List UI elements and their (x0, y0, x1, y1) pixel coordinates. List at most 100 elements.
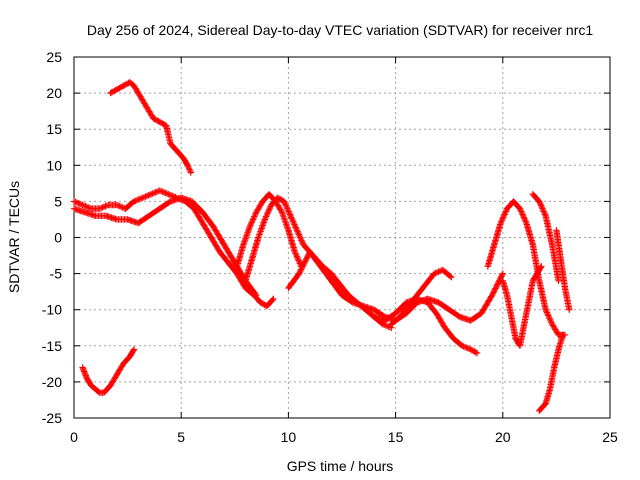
data-point (70, 198, 78, 205)
data-point (521, 216, 529, 224)
data-point (149, 190, 156, 197)
data-point (159, 188, 166, 195)
data-point (152, 189, 159, 196)
data-point (130, 198, 138, 205)
axis-ticks (73, 56, 611, 419)
data-point (99, 204, 106, 211)
data-point (466, 345, 473, 353)
data-point (295, 231, 303, 238)
data-point (143, 192, 151, 200)
data-point (85, 204, 92, 211)
data-point (185, 163, 192, 170)
data-point (284, 206, 292, 214)
data-point (166, 191, 173, 198)
data-point (282, 201, 289, 208)
data-point (295, 270, 303, 277)
data-point (266, 204, 274, 212)
data-point (140, 193, 148, 201)
data-point (494, 279, 502, 287)
data-point (290, 219, 297, 227)
data-point (80, 202, 88, 209)
data-point (501, 211, 508, 218)
data-point (157, 187, 165, 195)
data-point (448, 274, 455, 281)
data-point (75, 200, 82, 207)
data-point (163, 190, 171, 197)
data-point (79, 201, 86, 209)
x-tick-label: 0 (70, 429, 78, 445)
data-point (165, 190, 172, 198)
data-point (249, 217, 256, 225)
data-point (293, 253, 300, 260)
data-point (536, 198, 543, 205)
data-point (300, 260, 308, 268)
y-tick-label: 25 (46, 49, 62, 65)
data-point (536, 199, 544, 207)
data-point (298, 238, 306, 246)
data-point (296, 258, 303, 266)
y-tick-label: -5 (50, 266, 63, 282)
data-point (537, 202, 545, 209)
data-point (298, 264, 305, 272)
data-point (518, 208, 525, 215)
data-point (519, 212, 527, 220)
data-point (497, 219, 504, 227)
data-point (432, 269, 439, 277)
chart-title: Day 256 of 2024, Sidereal Day-to-day VTE… (87, 22, 593, 38)
data-point (502, 208, 510, 215)
data-point (461, 343, 469, 351)
data-point (187, 169, 195, 176)
data-point (294, 255, 302, 263)
data-point (383, 322, 391, 330)
data-point (303, 254, 311, 261)
data-point (86, 204, 93, 212)
data-point (382, 322, 389, 329)
data-point (283, 203, 290, 211)
data-point (540, 208, 547, 215)
data-point (265, 207, 272, 214)
x-tick-label: 5 (177, 429, 185, 445)
data-point (539, 206, 547, 214)
data-point (291, 248, 299, 256)
y-tick-label: 15 (46, 121, 62, 137)
data-point (492, 283, 500, 291)
data-point (96, 205, 103, 212)
data-point (284, 205, 291, 212)
data-point (115, 202, 122, 209)
y-tick-label: -10 (42, 302, 62, 318)
data-point (294, 254, 301, 261)
data-point (100, 203, 108, 211)
data-point (281, 199, 288, 207)
data-point (472, 349, 479, 356)
data-point (280, 198, 288, 205)
data-point (488, 292, 496, 299)
data-point (251, 211, 259, 219)
data-point (130, 347, 137, 354)
data-point (133, 196, 141, 204)
data-point (499, 215, 506, 222)
y-tick-label: 10 (46, 157, 62, 173)
data-point (73, 199, 81, 206)
data-point (546, 316, 554, 324)
data-point (145, 192, 152, 199)
data-point (543, 309, 551, 316)
data-point (498, 271, 506, 279)
data-point (501, 209, 509, 217)
data-point (135, 196, 142, 203)
data-point (548, 319, 555, 326)
x-tick-label: 10 (281, 429, 297, 445)
data-point (249, 216, 257, 223)
data-point (247, 220, 255, 227)
data-point (76, 200, 83, 208)
data-point (289, 216, 296, 224)
data-point (498, 273, 505, 280)
x-axis-label: GPS time / hours (287, 458, 394, 474)
data-point (252, 290, 259, 298)
data-point (543, 307, 550, 315)
data-point (282, 202, 290, 209)
data-point (293, 225, 300, 233)
data-point (146, 191, 153, 198)
data-point (291, 222, 299, 230)
data-point (147, 190, 155, 198)
